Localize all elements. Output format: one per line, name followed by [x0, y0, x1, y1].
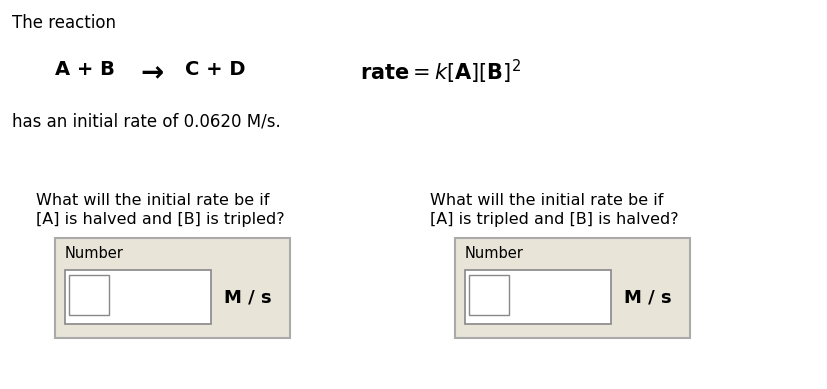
FancyBboxPatch shape [465, 270, 610, 324]
Text: [A] is halved and [B] is tripled?: [A] is halved and [B] is tripled? [36, 212, 284, 227]
FancyBboxPatch shape [65, 270, 210, 324]
FancyBboxPatch shape [455, 238, 689, 338]
FancyBboxPatch shape [55, 238, 289, 338]
Text: What will the initial rate be if: What will the initial rate be if [429, 193, 662, 208]
FancyBboxPatch shape [69, 275, 109, 315]
Text: C + D: C + D [184, 60, 245, 79]
Text: The reaction: The reaction [12, 14, 116, 32]
FancyBboxPatch shape [468, 275, 509, 315]
Text: has an initial rate of 0.0620 M/s.: has an initial rate of 0.0620 M/s. [12, 112, 280, 130]
Text: M / s: M / s [623, 288, 671, 306]
Text: [A] is tripled and [B] is halved?: [A] is tripled and [B] is halved? [429, 212, 678, 227]
Text: What will the initial rate be if: What will the initial rate be if [36, 193, 269, 208]
Text: Number: Number [65, 246, 124, 261]
Text: Number: Number [465, 246, 523, 261]
Text: M / s: M / s [223, 288, 271, 306]
Text: $\mathbf{rate} = \mathit{k}[\mathbf{A}][\mathbf{B}]^{2}$: $\mathbf{rate} = \mathit{k}[\mathbf{A}][… [360, 58, 520, 86]
Text: →: → [140, 59, 163, 87]
Text: A + B: A + B [55, 60, 115, 79]
